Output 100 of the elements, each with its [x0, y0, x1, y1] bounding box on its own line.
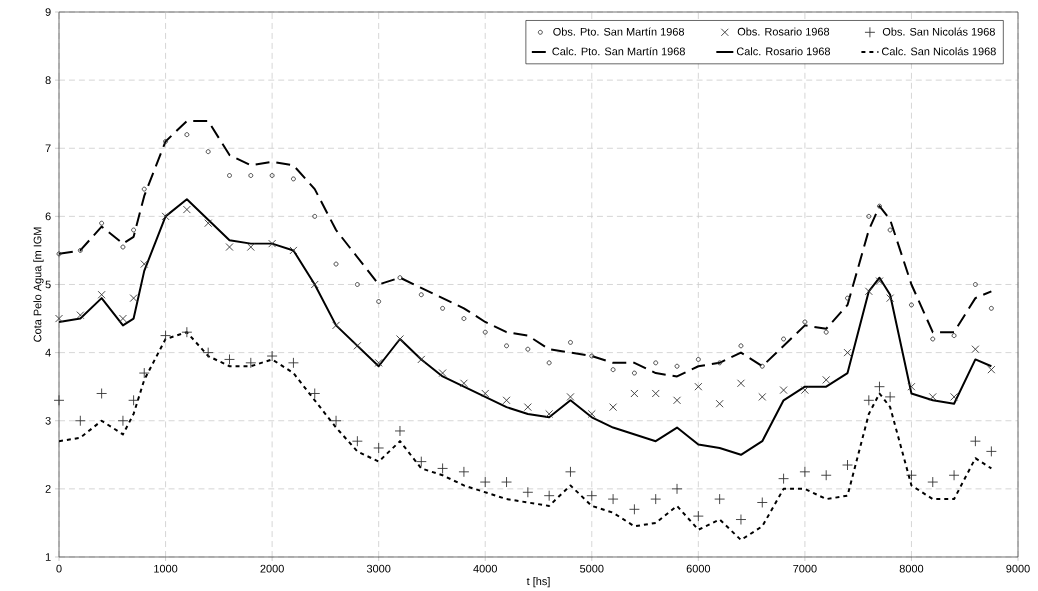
- point: [589, 353, 595, 359]
- point: [843, 348, 852, 357]
- point: [332, 321, 341, 330]
- point: [353, 341, 362, 350]
- point: [290, 176, 296, 182]
- point: [674, 363, 680, 369]
- point: [822, 375, 831, 384]
- point: [76, 311, 85, 320]
- point: [631, 370, 637, 376]
- point: [568, 339, 573, 345]
- point: [714, 493, 726, 505]
- point: [969, 435, 981, 447]
- point: [800, 386, 809, 395]
- point: [887, 227, 893, 233]
- point: [141, 186, 147, 192]
- point: [609, 403, 618, 412]
- point: [482, 329, 488, 335]
- point: [438, 369, 447, 378]
- point: [523, 403, 532, 412]
- y-tick-label: 1: [45, 553, 51, 561]
- point: [354, 282, 360, 287]
- point: [266, 350, 278, 362]
- point: [131, 227, 137, 233]
- point: [842, 459, 853, 471]
- point: [985, 445, 997, 457]
- point: [396, 335, 404, 343]
- point: [802, 319, 808, 325]
- point: [202, 347, 214, 359]
- legend-label: Obs. Pto. San Martín 1968: [553, 27, 685, 36]
- y-tick-label: 7: [45, 144, 51, 153]
- point: [118, 314, 127, 323]
- point: [671, 483, 683, 495]
- point: [779, 386, 788, 395]
- point: [607, 493, 619, 505]
- y-axis-title: Cota Pelo Agua [m IGM: [33, 227, 44, 342]
- y-tick-label: 6: [45, 212, 51, 221]
- point: [781, 336, 787, 342]
- point: [778, 473, 790, 485]
- point: [546, 360, 552, 366]
- point: [650, 493, 662, 505]
- point: [875, 277, 884, 286]
- point: [874, 381, 885, 393]
- point: [312, 213, 318, 219]
- point: [866, 213, 872, 219]
- point: [245, 357, 257, 369]
- point: [673, 396, 681, 405]
- point: [160, 330, 171, 342]
- point: [117, 415, 129, 427]
- point: [461, 316, 467, 322]
- point: [138, 367, 150, 379]
- point: [566, 392, 575, 401]
- y-tick-label: 9: [45, 8, 51, 16]
- point: [971, 345, 980, 354]
- point: [525, 346, 531, 352]
- point: [759, 363, 765, 369]
- x-tick-label: 4000: [473, 564, 497, 573]
- point: [845, 295, 850, 301]
- point: [948, 469, 960, 481]
- point: [394, 425, 406, 437]
- point: [55, 314, 63, 323]
- point: [227, 173, 232, 178]
- point: [692, 510, 704, 522]
- point: [820, 469, 832, 481]
- point: [397, 275, 403, 281]
- point: [288, 357, 299, 369]
- point: [717, 360, 723, 366]
- point: [877, 203, 882, 209]
- point: [333, 261, 339, 267]
- point: [479, 476, 491, 488]
- point: [99, 220, 105, 226]
- x-axis-title: t [hs]: [526, 577, 550, 588]
- point: [225, 243, 234, 252]
- point: [330, 415, 342, 427]
- y-tick-label: 8: [45, 76, 51, 85]
- point: [56, 251, 62, 257]
- y-tick-label: 4: [45, 348, 51, 357]
- point: [543, 490, 555, 502]
- point: [415, 456, 427, 468]
- point: [610, 367, 616, 373]
- point: [53, 394, 65, 406]
- point: [246, 243, 255, 252]
- point: [77, 248, 83, 253]
- point: [459, 379, 468, 388]
- legend-label: Calc. San Nicolás 1968: [881, 47, 996, 56]
- legend-label: Calc. Pto. San Martín 1968: [552, 47, 685, 56]
- point: [653, 360, 659, 366]
- point: [907, 382, 916, 391]
- point: [504, 343, 509, 349]
- x-tick-label: 1000: [154, 564, 178, 573]
- point: [695, 357, 701, 362]
- point: [909, 302, 914, 308]
- point: [738, 343, 744, 349]
- point: [823, 329, 829, 335]
- point: [268, 239, 277, 248]
- y-tick-label: 3: [45, 416, 51, 425]
- point: [864, 287, 873, 296]
- point: [928, 392, 937, 401]
- point: [886, 294, 895, 303]
- y-tick-label: 5: [45, 280, 51, 289]
- point: [545, 409, 554, 418]
